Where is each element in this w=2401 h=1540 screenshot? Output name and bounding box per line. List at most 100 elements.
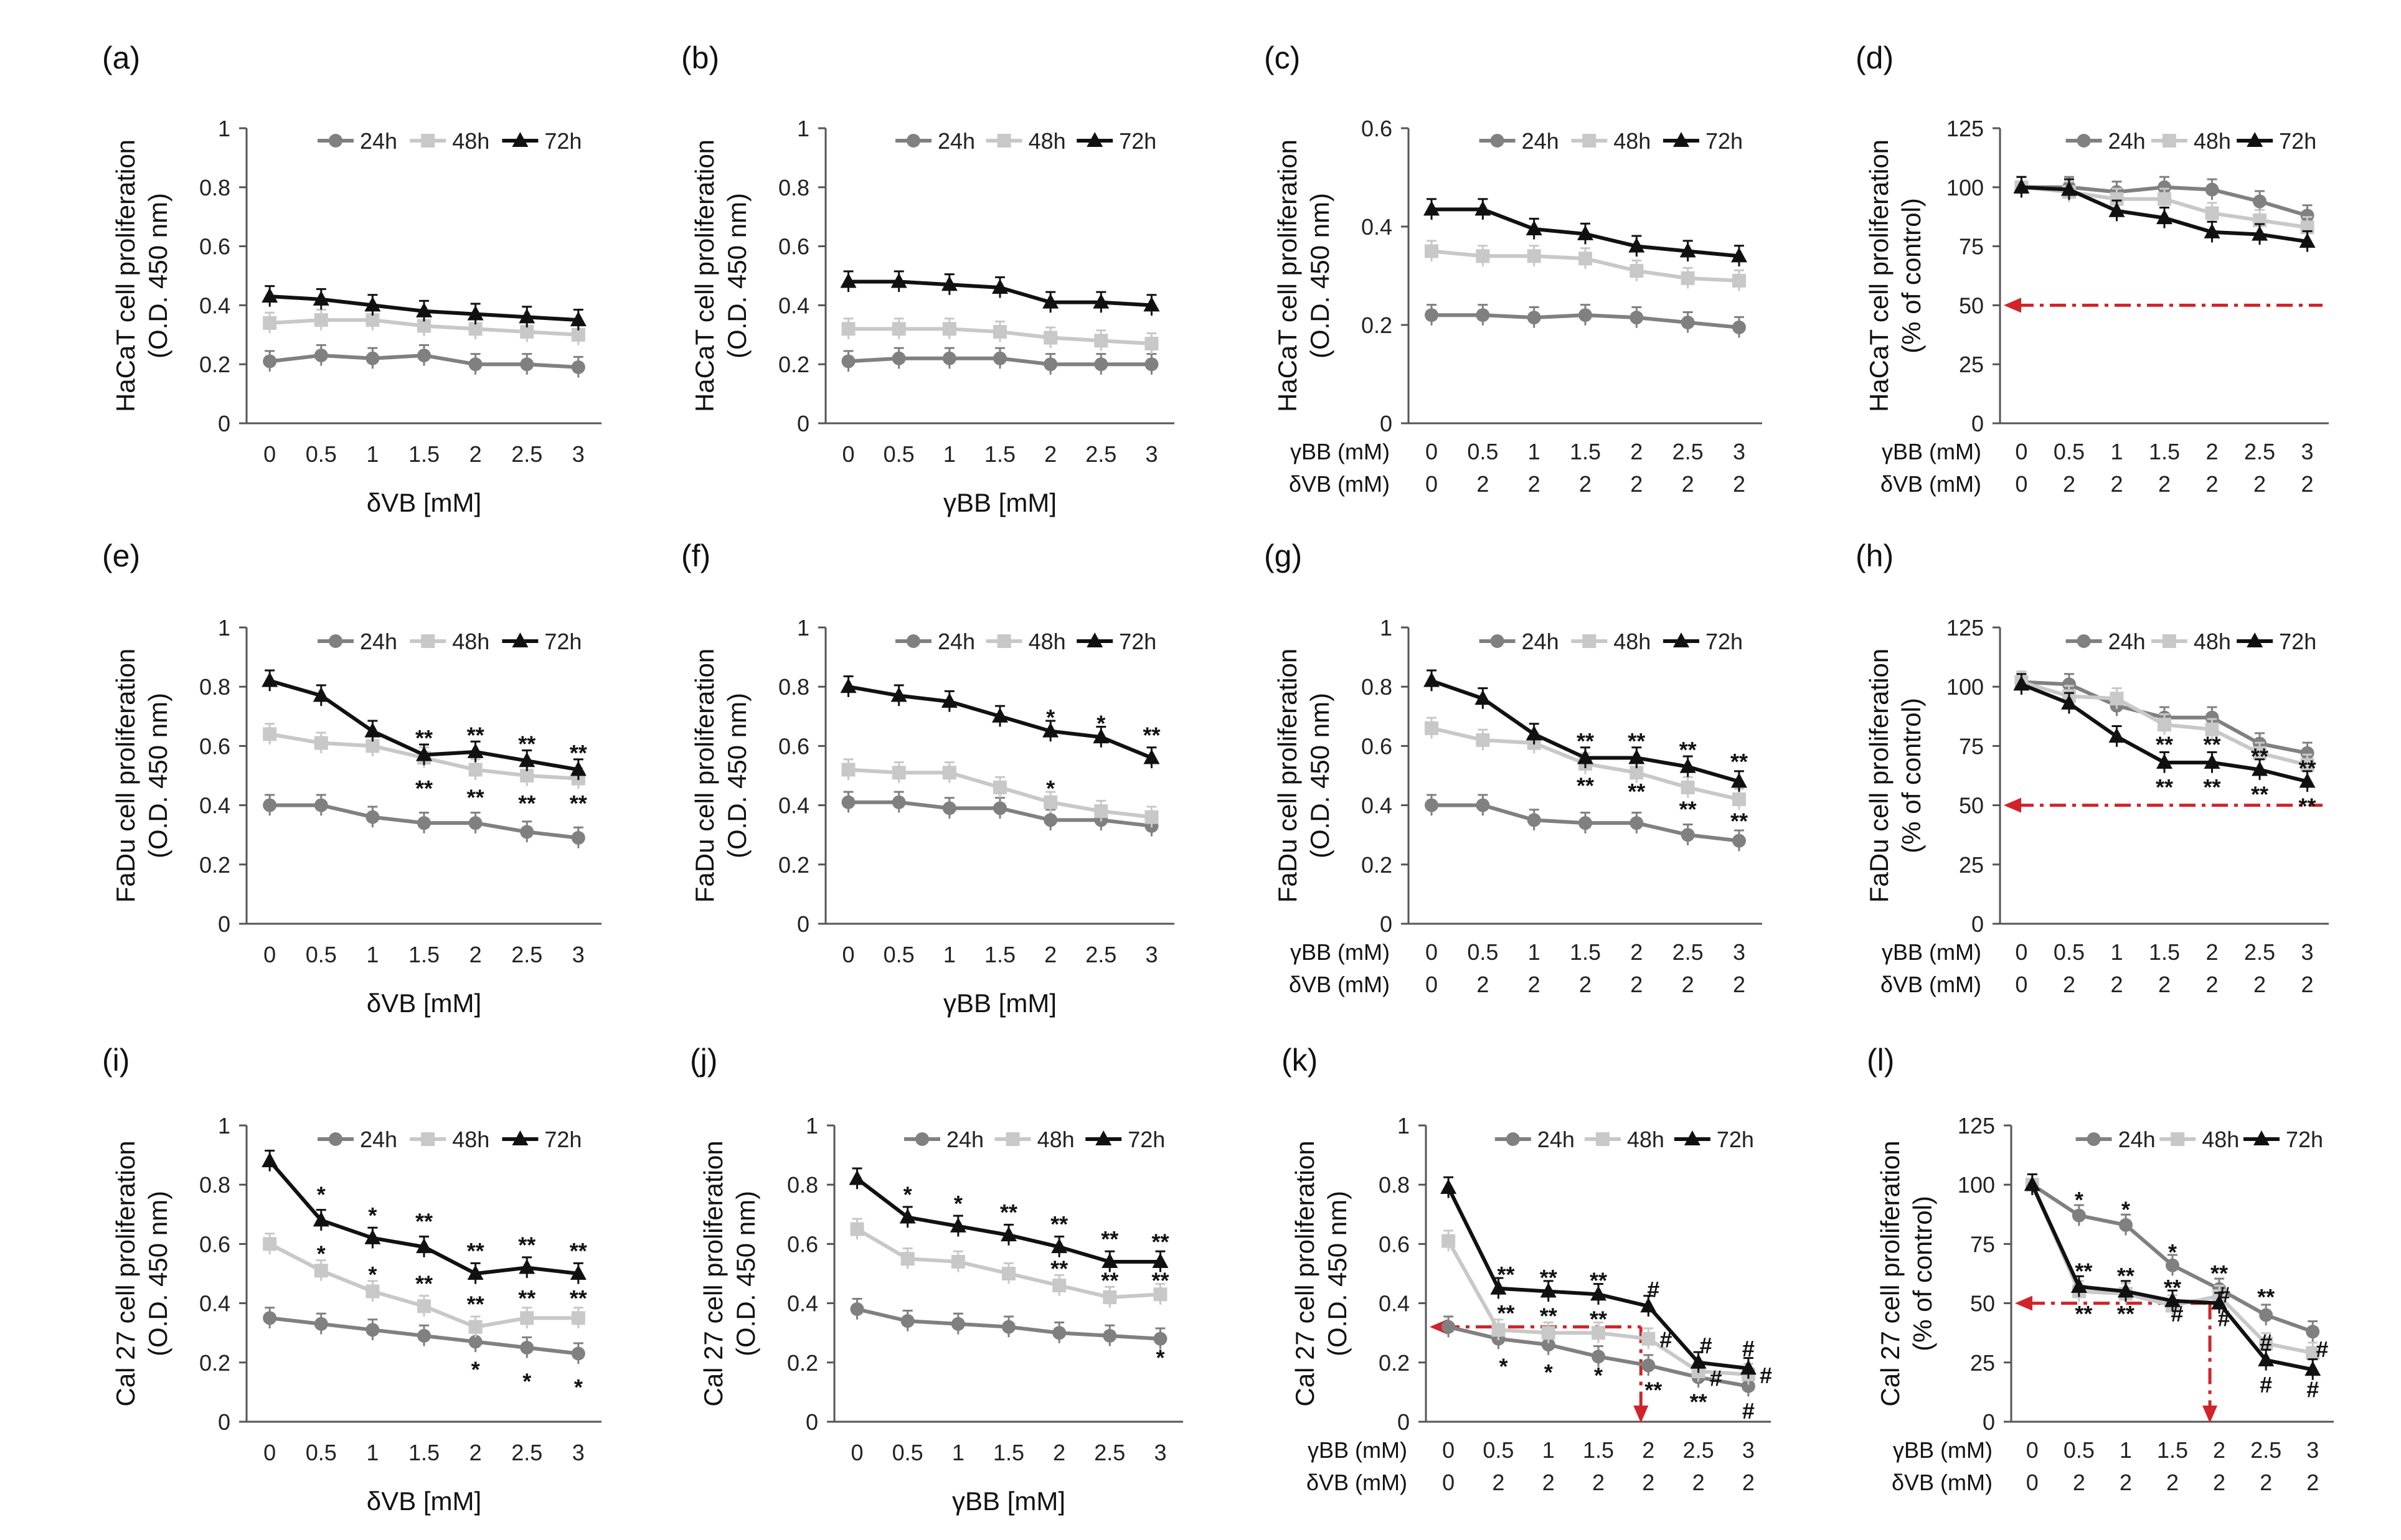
y-tick-label: 0.8: [199, 674, 230, 700]
data-point-48h: [366, 313, 380, 327]
legend-item-48h: 48h: [986, 128, 1066, 154]
x-tick-label: 1: [2110, 439, 2123, 464]
data-point-24h: [1153, 1331, 1167, 1346]
significance-marker: **: [1101, 1226, 1118, 1252]
significance-marker: **: [1590, 1268, 1607, 1294]
y-axis-label: (% of control): [1897, 698, 1926, 853]
data-point-48h: [263, 727, 277, 741]
legend-item-72h: 72h: [502, 1127, 582, 1152]
x-row-label: δVB (mM): [1880, 471, 1981, 497]
data-point-48h: [520, 769, 534, 782]
y-axis-label: (% of control): [1908, 1196, 1937, 1351]
data-point-72h: [1540, 1282, 1557, 1298]
data-point-48h: [366, 1284, 380, 1298]
data-point-72h: [262, 288, 278, 303]
data-point-24h: [468, 1335, 483, 1349]
legend-label: 24h: [360, 1127, 397, 1152]
x-tick-label: 2: [1630, 439, 1643, 464]
x-tick-label: 0.5: [884, 942, 915, 967]
data-point-48h: [1441, 1234, 1456, 1248]
data-point-48h: [2158, 718, 2171, 732]
legend-label: 48h: [452, 1127, 489, 1152]
x-tick-label: 2: [2063, 471, 2075, 497]
significance-marker: **: [2210, 1261, 2228, 1286]
significance-marker: #: [2260, 1330, 2272, 1355]
data-point-24h: [2306, 1325, 2320, 1339]
significance-marker: **: [518, 791, 535, 816]
x-tick-label: 0: [842, 942, 855, 967]
data-point-72h: [1093, 293, 1110, 309]
data-point-72h: [519, 308, 535, 324]
series-24h: [1425, 794, 1746, 852]
y-axis-label: (O.D. 450 nm): [143, 693, 172, 858]
x-tick-label: 2: [1642, 1437, 1654, 1463]
legend-label: 72h: [544, 629, 582, 654]
x-tick-label: 1: [2120, 1437, 2132, 1463]
data-point-72h: [1730, 772, 1747, 788]
data-point-24h: [951, 1317, 965, 1331]
y-tick-label: 125: [1946, 615, 1984, 641]
data-point-24h: [1592, 1350, 1605, 1364]
data-point-48h: [2205, 206, 2219, 220]
y-tick-label: 1: [806, 1113, 818, 1139]
significance-marker: **: [570, 740, 587, 766]
legend-marker: [2077, 634, 2091, 648]
x-axis-label: δVB [mM]: [367, 988, 481, 1018]
legend-label: 24h: [938, 629, 975, 654]
x-tick-label: 2: [1528, 972, 1540, 997]
y-tick-label: 1: [218, 1113, 230, 1139]
legend-marker: [329, 134, 342, 148]
data-point-24h: [468, 357, 483, 372]
data-point-48h: [1476, 249, 1490, 263]
data-point-48h: [263, 316, 277, 330]
significance-marker: #: [2171, 1301, 2183, 1326]
data-point-72h: [2164, 1292, 2181, 1307]
data-point-72h: [2070, 1277, 2087, 1293]
legend-item-72h: 72h: [1077, 629, 1156, 654]
x-tick-label: 2: [1692, 1470, 1705, 1495]
legend-marker: [1582, 634, 1597, 648]
series-72h: [1440, 1176, 1757, 1379]
legend-item-48h: 48h: [1571, 128, 1651, 154]
significance-marker: *: [2121, 1196, 2130, 1222]
data-point-48h: [520, 325, 534, 339]
data-point-72h: [2204, 754, 2220, 769]
legend-label: 24h: [360, 629, 397, 654]
x-tick-label: 0: [2015, 972, 2027, 997]
y-tick-label: 0.2: [199, 1350, 230, 1376]
x-tick-label: 1: [943, 441, 956, 467]
significance-marker: #: [1659, 1327, 1672, 1353]
x-tick-label: 2: [1579, 972, 1592, 997]
data-point-24h: [2205, 182, 2219, 197]
data-point-24h: [1425, 308, 1439, 322]
x-tick-label: 2: [469, 942, 482, 967]
data-point-48h: [571, 327, 585, 342]
legend-label: 24h: [1537, 1127, 1575, 1152]
panel-label: (h): [1856, 538, 1894, 573]
significance-marker: **: [1143, 722, 1160, 748]
series-24h: [263, 794, 585, 848]
data-point-72h: [313, 1211, 329, 1227]
x-tick-label: 1.5: [408, 1440, 440, 1465]
y-axis-label: FaDu cell proliferation: [1864, 649, 1894, 903]
x-tick-label: 2: [2301, 471, 2314, 497]
series-48h: [850, 1218, 1167, 1308]
legend-label: 24h: [2118, 1127, 2156, 1152]
data-point-24h: [1630, 311, 1644, 325]
data-point-48h: [841, 763, 856, 777]
legend-item-24h: 24h: [2065, 629, 2146, 654]
y-tick-label: 0.6: [778, 234, 809, 260]
legend-item-24h: 24h: [2065, 128, 2146, 154]
x-tick-label: 1.5: [1570, 939, 1601, 965]
data-point-72h: [2108, 728, 2125, 743]
significance-marker: **: [1540, 1265, 1557, 1290]
x-tick-label: 2: [1579, 471, 1592, 497]
y-tick-label: 1: [797, 116, 809, 141]
y-tick-label: 0.2: [1379, 1350, 1410, 1376]
data-point-72h: [1152, 1252, 1169, 1268]
x-tick-label: 2: [2213, 1437, 2225, 1463]
data-point-24h: [841, 795, 856, 809]
x-tick-label: 2.5: [1672, 439, 1704, 464]
series-24h: [841, 347, 1159, 375]
